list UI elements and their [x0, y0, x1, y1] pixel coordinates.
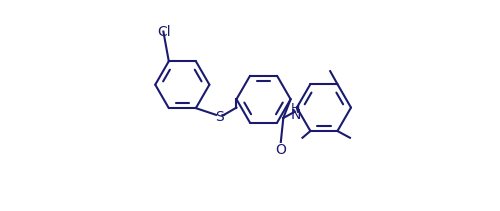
Text: H: H — [291, 102, 300, 115]
Text: N: N — [290, 108, 301, 122]
Text: S: S — [215, 110, 224, 124]
Text: O: O — [276, 143, 286, 157]
Text: Cl: Cl — [157, 24, 171, 39]
